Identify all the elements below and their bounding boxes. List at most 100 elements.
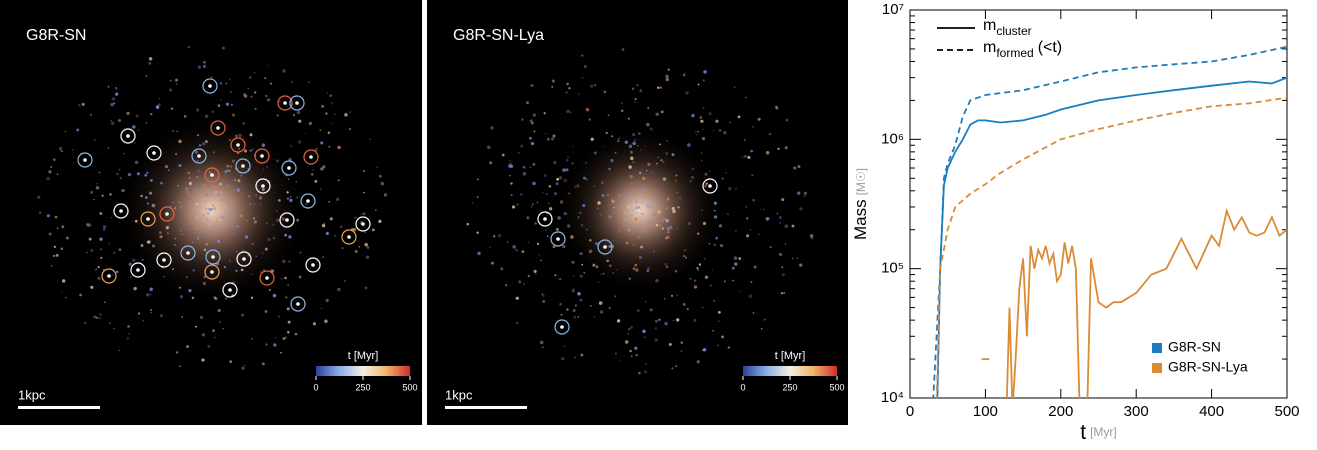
- speckle: [111, 273, 114, 276]
- speckle: [175, 153, 178, 156]
- speckle: [665, 152, 669, 155]
- speckle: [728, 186, 732, 191]
- speckle: [521, 250, 525, 254]
- speckle: [600, 214, 602, 217]
- speckle: [247, 87, 250, 90]
- speckle: [184, 228, 186, 230]
- speckle: [349, 111, 352, 113]
- speckle: [363, 191, 365, 194]
- speckle: [654, 327, 657, 330]
- speckle: [53, 158, 56, 161]
- speckle: [665, 265, 669, 268]
- speckle: [663, 297, 667, 300]
- speckle: [197, 134, 200, 137]
- speckle: [216, 220, 219, 223]
- speckle: [202, 64, 207, 69]
- speckle: [144, 173, 148, 177]
- speckle: [130, 276, 132, 278]
- speckle: [207, 207, 211, 211]
- speckle: [288, 260, 291, 263]
- speckle: [638, 255, 642, 260]
- speckle: [640, 209, 642, 211]
- speckle: [701, 209, 704, 212]
- speckle: [565, 168, 569, 172]
- speckle: [521, 118, 524, 121]
- speckle: [217, 239, 220, 243]
- speckle: [340, 225, 343, 228]
- speckle: [611, 198, 614, 202]
- speckle: [665, 219, 669, 223]
- colorbar-tick-label: 250: [355, 382, 370, 392]
- speckle: [108, 242, 110, 245]
- speckle: [700, 152, 703, 154]
- speckle: [203, 61, 206, 64]
- speckle: [50, 264, 53, 267]
- speckle: [277, 315, 281, 318]
- speckle: [567, 156, 569, 158]
- speckle: [192, 269, 195, 272]
- speckle: [718, 320, 720, 323]
- speckle: [556, 177, 560, 181]
- speckle: [178, 139, 182, 144]
- speckle: [137, 129, 140, 131]
- speckle: [571, 260, 575, 264]
- speckle: [558, 277, 562, 281]
- speckle: [250, 95, 253, 98]
- speckle: [630, 150, 633, 154]
- speckle: [658, 318, 661, 321]
- speckle: [554, 274, 557, 277]
- speckle: [326, 92, 329, 94]
- speckle: [729, 121, 731, 124]
- speckle: [536, 242, 540, 246]
- speckle: [585, 162, 587, 164]
- speckle: [671, 294, 673, 297]
- speckle: [632, 209, 635, 212]
- speckle: [657, 156, 660, 159]
- speckle: [489, 161, 493, 165]
- speckle: [226, 184, 230, 188]
- speckle: [491, 261, 494, 265]
- speckle: [58, 146, 63, 151]
- speckle: [779, 216, 782, 219]
- speckle: [649, 308, 653, 312]
- cluster-core: [119, 209, 123, 213]
- speckle: [593, 151, 597, 155]
- speckle: [640, 212, 643, 214]
- speckle: [690, 175, 694, 179]
- speckle: [666, 230, 670, 234]
- speckle: [636, 309, 640, 312]
- speckle: [809, 234, 814, 238]
- speckle: [202, 214, 205, 217]
- speckle: [687, 143, 691, 147]
- cluster-core: [260, 154, 264, 158]
- speckle: [702, 79, 705, 82]
- speckle: [653, 250, 656, 253]
- speckle: [289, 161, 291, 164]
- speckle: [659, 86, 662, 89]
- speckle: [246, 220, 248, 222]
- speckle: [145, 122, 148, 124]
- speckle: [115, 270, 119, 274]
- speckle: [646, 211, 649, 214]
- speckle: [95, 186, 100, 190]
- speckle: [181, 211, 184, 214]
- cluster-core: [311, 263, 315, 267]
- speckle: [781, 273, 785, 277]
- speckle: [546, 137, 550, 141]
- speckle: [609, 264, 612, 267]
- speckle: [258, 196, 263, 200]
- speckle: [477, 178, 479, 181]
- speckle: [708, 242, 711, 245]
- scale-label: 1kpc: [445, 387, 473, 402]
- speckle: [641, 176, 646, 181]
- cluster-marker: [146, 145, 162, 161]
- speckle: [99, 248, 102, 251]
- cluster-core: [186, 251, 190, 255]
- speckle: [555, 182, 559, 186]
- speckle: [95, 268, 98, 271]
- y-tick-label: 10⁶: [881, 130, 904, 147]
- speckle: [185, 276, 188, 278]
- speckle: [784, 146, 788, 150]
- speckle: [508, 174, 511, 177]
- speckle: [579, 252, 583, 256]
